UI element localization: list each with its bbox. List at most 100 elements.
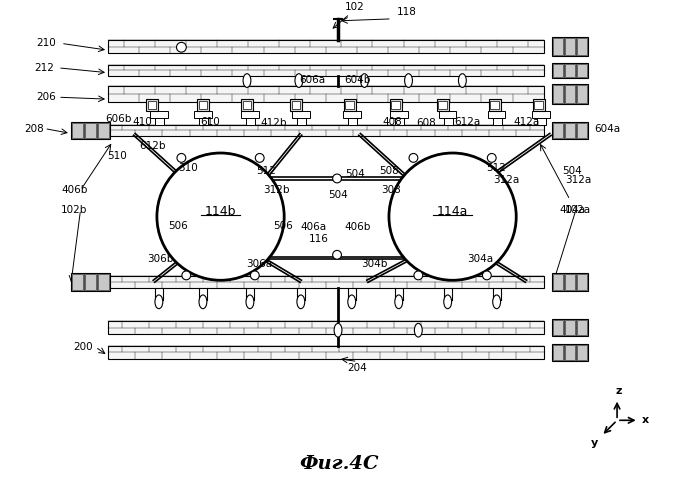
Circle shape: [177, 42, 186, 52]
Text: 200: 200: [73, 342, 93, 352]
Circle shape: [414, 271, 423, 280]
Bar: [71, 122, 110, 140]
Text: 306b: 306b: [147, 254, 174, 264]
Ellipse shape: [405, 74, 412, 88]
Bar: [146, 99, 158, 111]
Circle shape: [333, 174, 342, 183]
Ellipse shape: [295, 74, 303, 88]
Text: 312a: 312a: [494, 176, 519, 186]
Bar: [108, 276, 544, 288]
Text: 406b: 406b: [344, 222, 371, 232]
Text: 604b: 604b: [344, 74, 371, 85]
Bar: [534, 100, 543, 110]
Text: 504: 504: [345, 168, 365, 178]
Text: 210: 210: [37, 38, 56, 48]
Bar: [565, 86, 575, 103]
Ellipse shape: [246, 295, 254, 308]
Ellipse shape: [243, 74, 251, 88]
Bar: [577, 320, 587, 335]
Text: 506: 506: [168, 222, 188, 232]
Bar: [553, 64, 563, 76]
Bar: [85, 274, 96, 290]
Text: 512: 512: [485, 162, 506, 172]
Bar: [292, 111, 310, 118]
Text: 102: 102: [345, 2, 365, 12]
Text: 206: 206: [37, 92, 56, 102]
Circle shape: [488, 154, 496, 162]
Bar: [344, 99, 356, 111]
Circle shape: [182, 271, 191, 280]
Text: 208: 208: [24, 124, 45, 134]
Text: 102a: 102a: [565, 205, 591, 215]
Bar: [241, 111, 259, 118]
Bar: [85, 122, 96, 138]
Bar: [437, 99, 449, 111]
Bar: [291, 100, 300, 110]
Bar: [490, 100, 499, 110]
Bar: [155, 113, 164, 124]
Text: 304b: 304b: [361, 258, 388, 268]
Bar: [194, 111, 212, 118]
Text: 412a: 412a: [513, 116, 540, 126]
Circle shape: [333, 250, 342, 259]
Text: 412b: 412b: [260, 118, 287, 128]
Bar: [108, 86, 544, 102]
Text: 114b: 114b: [205, 205, 236, 218]
Text: Фиг.4С: Фиг.4С: [299, 456, 379, 473]
Bar: [533, 99, 545, 111]
Bar: [108, 322, 544, 334]
Text: 612b: 612b: [139, 141, 165, 151]
Bar: [108, 65, 544, 76]
Bar: [577, 274, 587, 290]
Bar: [565, 122, 575, 138]
Bar: [297, 113, 306, 124]
Ellipse shape: [155, 295, 163, 308]
Bar: [577, 64, 587, 76]
Bar: [108, 346, 544, 358]
Text: x: x: [642, 416, 648, 426]
Bar: [72, 122, 83, 138]
Circle shape: [251, 271, 259, 280]
Bar: [444, 113, 453, 124]
Bar: [197, 99, 209, 111]
Bar: [489, 99, 500, 111]
Text: 610: 610: [200, 116, 219, 126]
Bar: [390, 99, 402, 111]
Bar: [98, 122, 109, 138]
Bar: [553, 84, 588, 104]
Bar: [390, 111, 407, 118]
Bar: [346, 100, 354, 110]
Bar: [108, 40, 544, 53]
Bar: [199, 113, 208, 124]
Text: 310: 310: [179, 162, 198, 172]
Bar: [553, 344, 588, 360]
Ellipse shape: [394, 295, 403, 308]
Ellipse shape: [334, 324, 342, 337]
Bar: [553, 122, 588, 140]
Ellipse shape: [348, 295, 356, 308]
Text: 504: 504: [562, 166, 582, 175]
Bar: [147, 100, 156, 110]
Bar: [246, 113, 255, 124]
Text: 408: 408: [382, 116, 402, 126]
Circle shape: [389, 153, 516, 280]
Bar: [553, 38, 563, 55]
Bar: [391, 100, 400, 110]
Bar: [98, 274, 109, 290]
Bar: [577, 86, 587, 103]
Text: 410: 410: [132, 116, 152, 126]
Bar: [150, 111, 168, 118]
Bar: [348, 113, 356, 124]
Text: 212: 212: [35, 63, 54, 73]
Text: 404a: 404a: [559, 205, 585, 215]
Text: 510: 510: [107, 151, 127, 161]
Text: 608: 608: [416, 118, 436, 128]
Text: 304a: 304a: [467, 254, 493, 264]
Bar: [553, 122, 563, 138]
Text: 604a: 604a: [595, 124, 621, 134]
Bar: [565, 38, 575, 55]
Bar: [439, 111, 456, 118]
Text: 504: 504: [328, 190, 348, 200]
Text: 506: 506: [274, 222, 293, 232]
Ellipse shape: [493, 295, 500, 308]
